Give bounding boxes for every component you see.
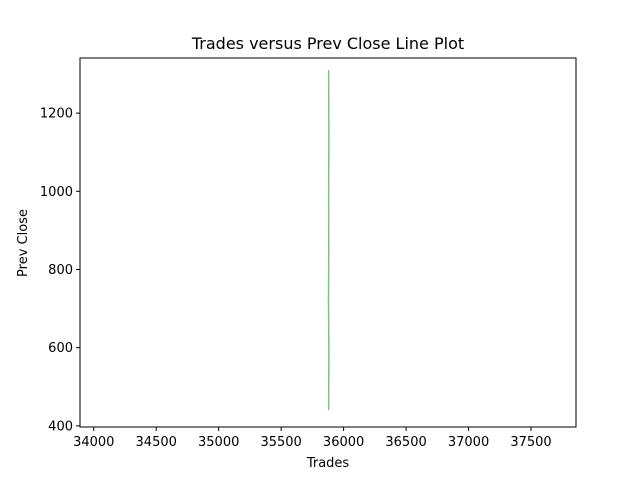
x-tick-label: 35500	[260, 435, 301, 450]
x-tick-label: 34000	[73, 435, 114, 450]
y-tick-label: 600	[48, 341, 73, 356]
x-tick-label: 36500	[385, 435, 426, 450]
x-axis-ticks: 34000 34500 35000 35500 36000 36500 37000 37500	[73, 427, 552, 450]
y-tick-label: 1000	[40, 185, 73, 200]
y-tick-label: 800	[48, 263, 73, 278]
x-tick-label: 37500	[510, 435, 551, 450]
chart-title: Trades versus Prev Close Line Plot	[191, 34, 464, 53]
y-axis-ticks: 400 600 800 1000 1200	[40, 107, 80, 434]
x-tick-label: 34500	[136, 435, 177, 450]
x-axis-label: Trades	[306, 456, 350, 471]
y-axis-label: Prev Close	[16, 209, 31, 277]
y-tick-label: 1200	[40, 107, 73, 122]
x-tick-label: 36000	[323, 435, 364, 450]
y-tick-label: 400	[48, 419, 73, 434]
x-tick-label: 35000	[198, 435, 239, 450]
x-tick-label: 37000	[448, 435, 489, 450]
plot-area-frame	[79, 57, 577, 428]
